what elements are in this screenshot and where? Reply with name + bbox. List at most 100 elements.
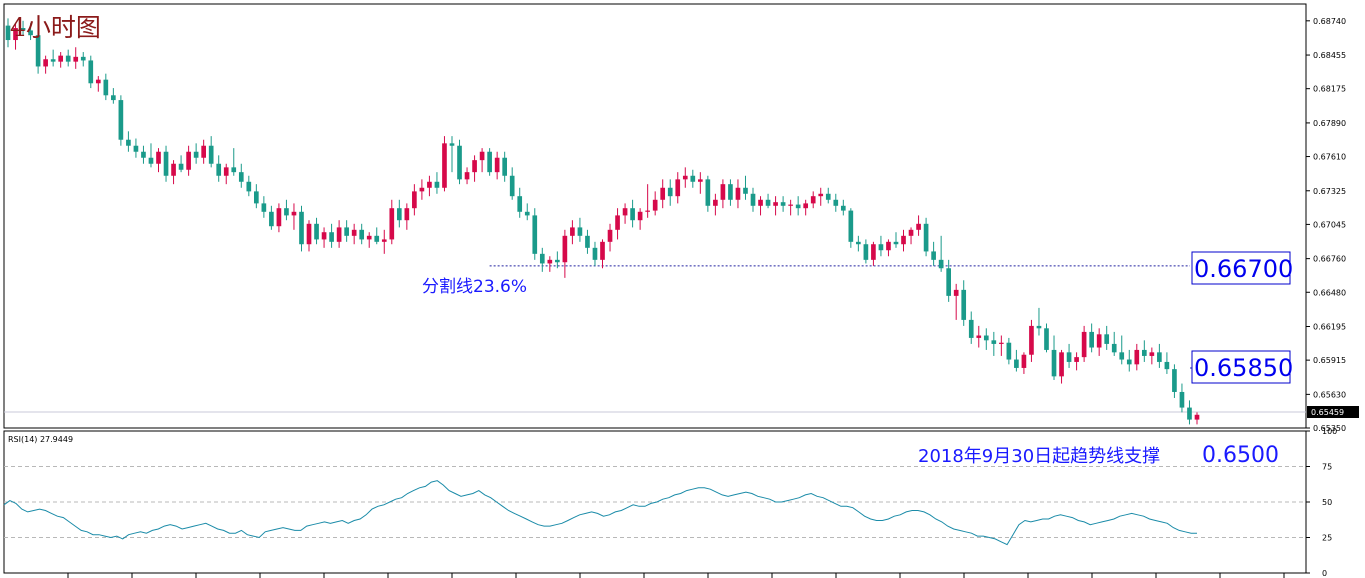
price-tick-label: 0.67325 — [1313, 187, 1346, 196]
candle-body — [818, 193, 824, 197]
candle-body — [336, 227, 342, 242]
candle-body — [517, 196, 523, 212]
candle-body — [780, 202, 786, 206]
candle-body — [743, 187, 748, 194]
price-tick-label: 0.66195 — [1313, 323, 1346, 332]
candle-body — [931, 251, 936, 260]
level-label-1: 0.66700 — [1194, 255, 1293, 283]
price-tick-label: 0.66760 — [1313, 255, 1346, 264]
main-pane-frame — [3, 3, 1307, 429]
candle-body — [442, 143, 447, 188]
candle-body — [1157, 352, 1162, 362]
candle-body — [622, 208, 628, 216]
candle-body — [479, 151, 485, 161]
candle-body — [600, 241, 605, 260]
candle-body — [938, 259, 944, 269]
candle-body — [773, 202, 778, 206]
candle-body — [1081, 331, 1087, 358]
candle-body — [126, 139, 131, 146]
candle-body — [630, 208, 635, 221]
candle-body — [216, 163, 222, 176]
candle-body — [856, 241, 861, 245]
candle-body — [111, 95, 116, 101]
candle-body — [645, 210, 650, 212]
candle-body — [351, 229, 357, 236]
candle-body — [133, 145, 139, 152]
candle-body — [524, 211, 530, 216]
candle-body — [494, 157, 500, 173]
candle-body — [43, 59, 48, 67]
price-tick-label: 0.68740 — [1313, 17, 1346, 26]
candle-body — [223, 167, 229, 176]
level-label-box-2 — [1191, 350, 1291, 384]
candle-body — [246, 181, 252, 192]
candle-body — [592, 247, 598, 260]
candle-body — [118, 100, 124, 140]
fib-line-label: 分割线23.6% — [422, 277, 527, 297]
candle-body — [562, 235, 568, 263]
trendline-support-value: 0.6500 — [1202, 443, 1279, 468]
candle-body — [20, 28, 26, 31]
candle-body — [961, 289, 967, 320]
candle-body — [637, 211, 643, 221]
candle-body — [472, 160, 477, 173]
rsi-tick-label: 50 — [1322, 498, 1332, 507]
candle-body — [1029, 325, 1034, 355]
candle-body — [539, 253, 545, 264]
candle-body — [306, 223, 312, 245]
candle-body — [103, 79, 109, 96]
candle-body — [434, 181, 440, 188]
candle-body — [276, 208, 282, 227]
candle-body — [366, 235, 372, 240]
candle-body — [923, 223, 929, 252]
candle-body — [156, 151, 161, 164]
candle-body — [1044, 328, 1049, 350]
candle-body — [88, 60, 94, 84]
candle-body — [1164, 361, 1170, 370]
candle-body — [1059, 352, 1064, 377]
price-tick-label: 0.67890 — [1313, 119, 1346, 128]
candle-body — [50, 59, 56, 62]
candle-body — [487, 151, 492, 173]
level-label-2: 0.65850 — [1194, 354, 1293, 382]
candle-body — [254, 191, 259, 204]
candle-body — [1119, 352, 1125, 360]
candle-body — [871, 244, 876, 260]
candle-body — [713, 199, 718, 206]
candle-body — [193, 151, 199, 158]
price-tick-label: 0.65630 — [1313, 390, 1346, 399]
candle-body — [750, 193, 756, 206]
candle-body — [585, 235, 590, 248]
candlesticks — [5, 18, 1200, 425]
rsi-tick-label: 100 — [1322, 427, 1337, 436]
candle-body — [238, 172, 244, 182]
rsi-tick-label: 0 — [1322, 569, 1327, 578]
candle-body — [1104, 334, 1110, 344]
candle-body — [697, 179, 703, 182]
candle-body — [1096, 334, 1102, 348]
candle-body — [555, 259, 560, 263]
candle-body — [163, 151, 169, 176]
candle-body — [1179, 391, 1185, 408]
candle-body — [607, 229, 613, 242]
candle-body — [1051, 349, 1057, 377]
candle-body — [795, 204, 801, 209]
candle-body — [840, 205, 846, 211]
candle-body — [171, 163, 176, 176]
candle-body — [299, 211, 304, 245]
candle-body — [675, 179, 681, 197]
candle-body — [427, 181, 432, 188]
candle-body — [208, 145, 214, 164]
trendline-support-label: 2018年9月30日起趋势线支撑 — [918, 446, 1160, 467]
candle-body — [284, 208, 289, 216]
candle-body — [95, 79, 101, 84]
price-axis: 0.68740 0.68455 0.68175 0.67890 0.67610 0.673… — [1306, 17, 1346, 433]
candle-body — [983, 335, 989, 341]
candle-body — [201, 145, 206, 158]
candle-body — [291, 211, 297, 216]
candle-body — [968, 319, 974, 338]
candle-body — [1141, 349, 1147, 356]
candle-body — [1111, 343, 1117, 353]
candle-body — [1149, 352, 1155, 356]
